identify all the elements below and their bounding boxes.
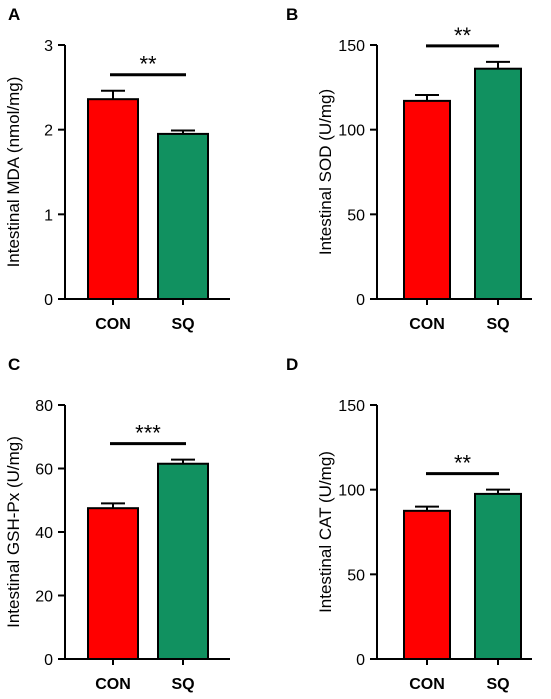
x-tick-label: CON <box>95 676 131 693</box>
bar-sq <box>474 492 522 660</box>
y-axis-label: Intestinal SOD (U/mg) <box>316 89 335 255</box>
y-tick-label: 0 <box>356 652 365 669</box>
bar-con <box>87 98 139 301</box>
y-axis-label: Intestinal GSH-Px (U/mg) <box>4 436 23 628</box>
significance-label: ** <box>454 451 472 476</box>
panel-letter: C <box>8 355 20 374</box>
y-tick-label: 20 <box>35 589 53 606</box>
significance-label: ** <box>139 52 157 77</box>
y-tick-label: 40 <box>35 525 53 542</box>
y-tick-label: 50 <box>347 207 365 224</box>
bar-con <box>87 507 139 660</box>
chart-svg: C Intestinal GSH-Px (U/mg) 0 20 40 60 80 CON SQ *… <box>4 355 230 693</box>
y-tick-label: 0 <box>44 652 53 669</box>
y-tick-label: 60 <box>35 462 53 479</box>
x-tick-label: SQ <box>486 316 509 333</box>
y-tick-label: 150 <box>338 38 365 55</box>
chart-svg: D Intestinal CAT (U/mg) 0 50 100 150 CON SQ ** <box>286 355 532 693</box>
bar-sq <box>157 132 209 300</box>
y-tick-label: 100 <box>338 123 365 140</box>
bar-sq <box>157 462 209 660</box>
x-tick-label: SQ <box>486 676 509 693</box>
chart-panel-b: B Intestinal SOD (U/mg) 0 50 100 150 CON SQ ** <box>276 0 551 345</box>
y-axis-label: Intestinal MDA (nmol/mg) <box>4 77 23 268</box>
chart-svg: A Intestinal MDA (nmol/mg) 0 1 2 3 CON SQ ** <box>4 5 230 333</box>
y-tick-label: 100 <box>338 483 365 500</box>
bar-con <box>403 99 451 300</box>
x-tick-label: CON <box>95 316 131 333</box>
chart-panel-c: C Intestinal GSH-Px (U/mg) 0 20 40 60 80 CON SQ *… <box>0 347 275 694</box>
bar-sq <box>474 67 522 300</box>
chart-panel-d: D Intestinal CAT (U/mg) 0 50 100 150 CON SQ ** <box>276 347 551 694</box>
y-tick-label: 80 <box>35 398 53 415</box>
significance-label: ** <box>454 23 472 48</box>
x-tick-label: SQ <box>171 316 194 333</box>
y-tick-label: 3 <box>44 38 53 55</box>
y-tick-label: 2 <box>44 123 53 140</box>
panel-letter: A <box>8 5 20 24</box>
bar-con <box>403 509 451 660</box>
y-tick-label: 1 <box>44 207 53 224</box>
y-tick-label: 0 <box>44 292 53 309</box>
x-tick-label: CON <box>409 316 445 333</box>
y-tick-label: 50 <box>347 567 365 584</box>
chart-panel-a: A Intestinal MDA (nmol/mg) 0 1 2 3 CON SQ ** <box>0 0 275 345</box>
y-axis-label: Intestinal CAT (U/mg) <box>316 451 335 613</box>
panel-letter: B <box>286 5 298 24</box>
y-tick-label: 150 <box>338 398 365 415</box>
y-tick-label: 0 <box>356 292 365 309</box>
significance-label: *** <box>135 421 161 446</box>
x-tick-label: SQ <box>171 676 194 693</box>
panel-letter: D <box>286 355 298 374</box>
chart-svg: B Intestinal SOD (U/mg) 0 50 100 150 CON SQ ** <box>286 5 532 333</box>
x-tick-label: CON <box>409 676 445 693</box>
